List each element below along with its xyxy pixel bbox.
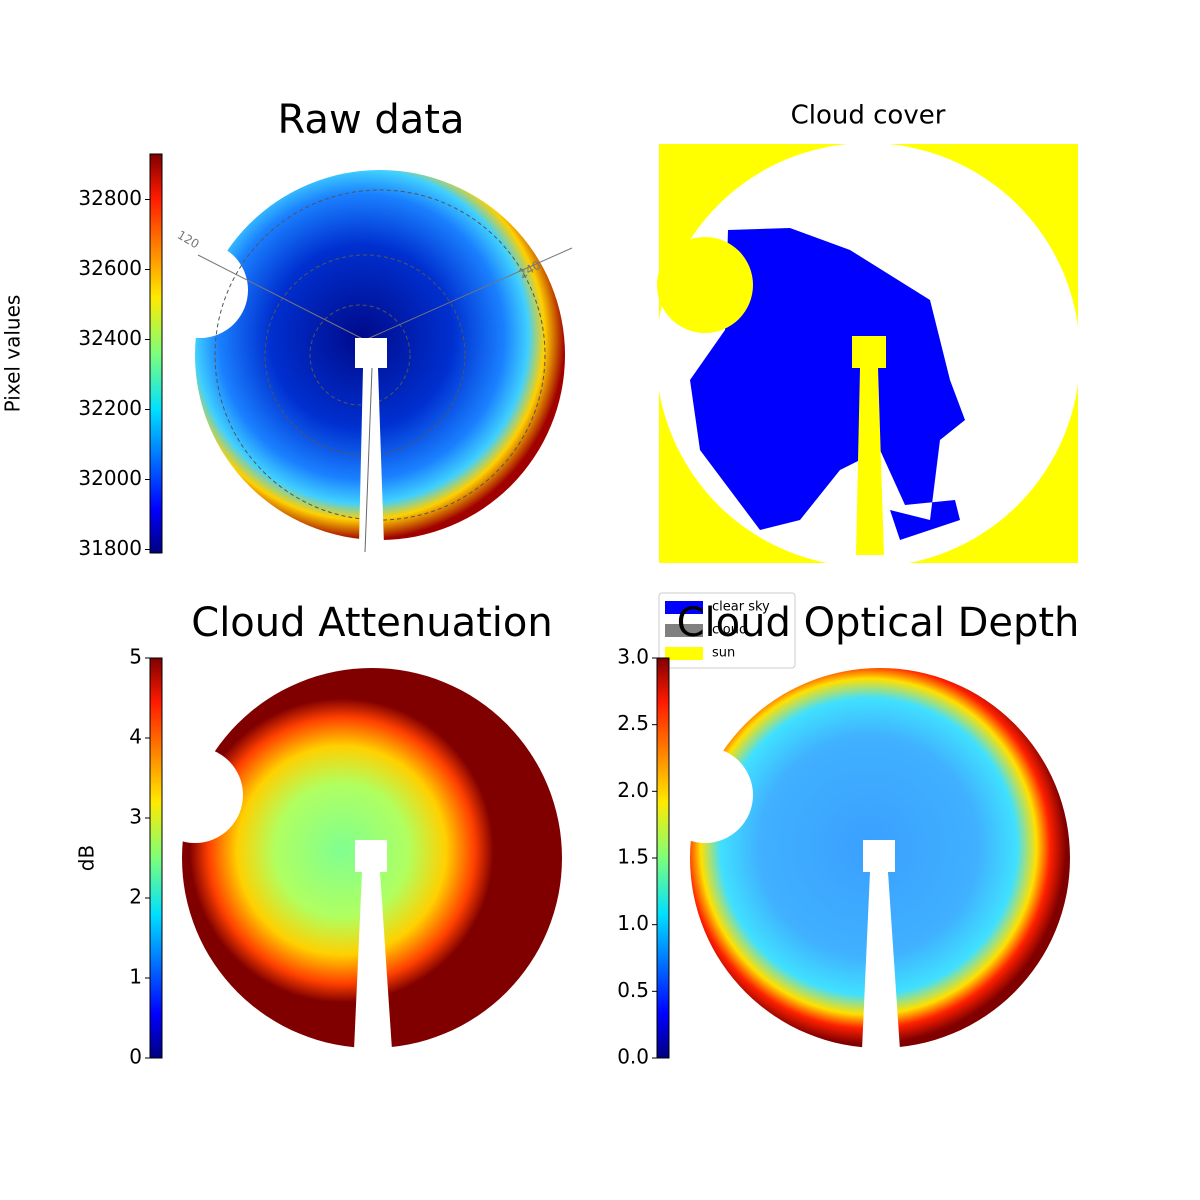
colorbar-tick-label: 1.0 (617, 911, 649, 935)
colorbar-tick-label: 2.0 (617, 778, 649, 802)
colorbar-tick-label: 2.5 (617, 711, 649, 735)
colorbar-tick-label: 32200 (78, 396, 142, 420)
colorbar (656, 657, 670, 1059)
colorbar-tick-label: 4 (129, 725, 142, 749)
legend-swatch (665, 624, 703, 637)
colorbar-tick-label: 3.0 (617, 645, 649, 669)
colorbar-label: dB (75, 845, 99, 871)
colorbar-tick-label: 31800 (78, 536, 142, 560)
optical-depth-image (657, 668, 1070, 1050)
legend-label: clear sky (712, 600, 770, 615)
cloud-cover-image (656, 143, 1080, 567)
colorbar (149, 657, 163, 1059)
colorbar-tick-label: 0.5 (617, 978, 649, 1002)
legend-swatch (665, 601, 703, 614)
raw-image (152, 170, 573, 553)
legend-label: cloud (712, 623, 747, 638)
colorbar-tick-label: 1 (129, 965, 142, 989)
colorbar-tick-label: 0.0 (617, 1045, 649, 1069)
colorbar-tick-label: 0 (129, 1045, 142, 1069)
colorbar-tick-label: 32600 (78, 256, 142, 280)
chart-title: Raw data (278, 97, 465, 143)
chart-title: Cloud Optical Depth (677, 600, 1080, 646)
colorbar-tick-label: 5 (129, 645, 142, 669)
chart-title: Cloud cover (791, 101, 946, 131)
legend-label: sun (712, 646, 735, 661)
colorbar-tick-label: 2 (129, 885, 142, 909)
chart-title: Cloud Attenuation (191, 600, 552, 646)
colorbar (149, 153, 163, 554)
colorbar-tick-label: 32800 (78, 186, 142, 210)
colorbar-tick-label: 32000 (78, 466, 142, 490)
attenuation-image (147, 668, 562, 1050)
colorbar-tick-label: 1.5 (617, 845, 649, 869)
legend-swatch (665, 647, 703, 660)
legend: clear sky cloud sun (658, 592, 796, 669)
colorbar-tick-label: 3 (129, 805, 142, 829)
colorbar-label: Pixel values (1, 295, 25, 413)
colorbar-tick-label: 32400 (78, 326, 142, 350)
